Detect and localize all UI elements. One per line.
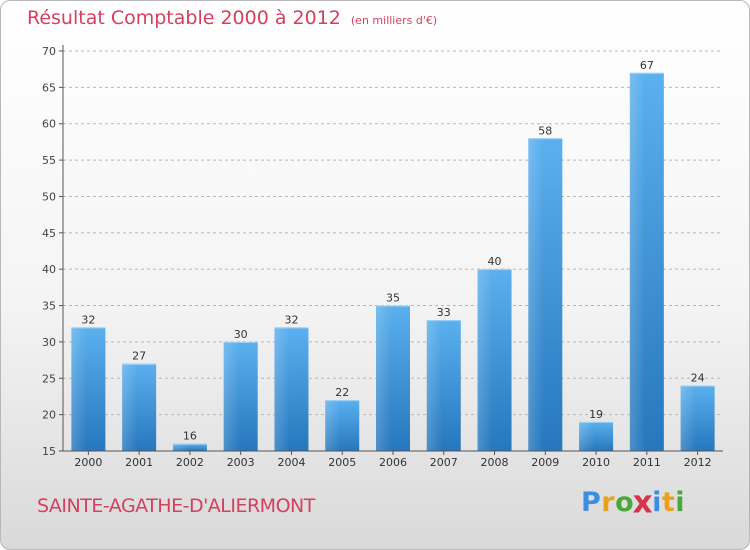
bar-highlight	[477, 269, 493, 451]
logo-letter: t	[661, 487, 676, 518]
bar-value-label: 32	[81, 313, 95, 326]
bar-value-label: 33	[437, 306, 451, 319]
bar-value-label: 58	[538, 124, 552, 137]
y-tick-label: 65	[42, 81, 56, 94]
bar-highlight	[680, 385, 696, 451]
y-tick-label: 25	[42, 372, 56, 385]
logo-letter: P	[581, 487, 602, 518]
bar-value-label: 40	[488, 255, 502, 268]
y-tick-label: 35	[42, 300, 56, 313]
x-tick-label: 2010	[582, 456, 610, 469]
x-tick-label: 2005	[328, 456, 356, 469]
x-tick-label: 2012	[684, 456, 712, 469]
bar-highlight	[629, 72, 646, 452]
x-tick-label: 2001	[125, 456, 153, 469]
y-tick-label: 45	[42, 227, 56, 240]
x-tick-label: 2011	[633, 456, 661, 469]
x-tick-label: 2000	[74, 456, 102, 469]
x-tick-label: 2004	[277, 456, 305, 469]
bar-value-label: 32	[284, 313, 298, 326]
x-tick-label: 2006	[379, 456, 407, 469]
x-tick-label: 2009	[531, 456, 559, 469]
bar	[172, 443, 207, 451]
x-tick-label: 2002	[176, 456, 204, 469]
bar-value-label: 24	[691, 372, 705, 385]
municipality-name: SAINTE-AGATHE-D'ALIERMONT	[37, 495, 315, 517]
chart-title: Résultat Comptable 2000 à 2012	[27, 7, 341, 29]
y-tick-label: 40	[42, 263, 56, 276]
x-tick-label: 2008	[481, 456, 509, 469]
bar-value-label: 27	[132, 350, 146, 363]
y-tick-label: 20	[42, 409, 56, 422]
bar-value-label: 67	[640, 59, 654, 72]
bar-highlight	[528, 138, 544, 452]
bar-value-label: 22	[335, 386, 349, 399]
bar-highlight	[71, 327, 87, 451]
chart-title-block: Résultat Comptable 2000 à 2012 (en millie…	[27, 7, 437, 29]
logo-letter: i	[652, 487, 662, 518]
y-tick-label: 50	[42, 190, 56, 203]
bar-highlight	[223, 341, 239, 451]
bar-value-label: 35	[386, 292, 400, 305]
bar-highlight	[325, 400, 341, 451]
bar-highlight	[274, 327, 290, 451]
logo-letter: i	[675, 487, 686, 518]
logo-letter: o	[615, 487, 635, 518]
y-tick-label: 15	[42, 445, 56, 458]
logo-letter: x	[632, 484, 654, 521]
bar-value-label: 19	[589, 408, 603, 421]
y-tick-label: 55	[42, 154, 56, 167]
bar-value-label: 30	[234, 328, 248, 341]
logo-letter: r	[601, 487, 616, 518]
x-tick-label: 2007	[430, 456, 458, 469]
chart-subtitle: (en milliers d'€)	[350, 14, 438, 27]
bar-highlight	[172, 443, 189, 451]
bar-highlight	[579, 421, 595, 451]
proxiti-logo: Proxiti	[581, 484, 686, 521]
y-tick-label: 60	[42, 118, 56, 131]
bar-highlight	[426, 320, 443, 451]
bar-highlight	[376, 305, 392, 451]
bar-value-label: 16	[183, 430, 197, 443]
y-tick-label: 30	[42, 336, 56, 349]
y-tick-label: 70	[42, 45, 56, 58]
x-tick-label: 2003	[227, 456, 255, 469]
bar-highlight	[122, 363, 138, 451]
